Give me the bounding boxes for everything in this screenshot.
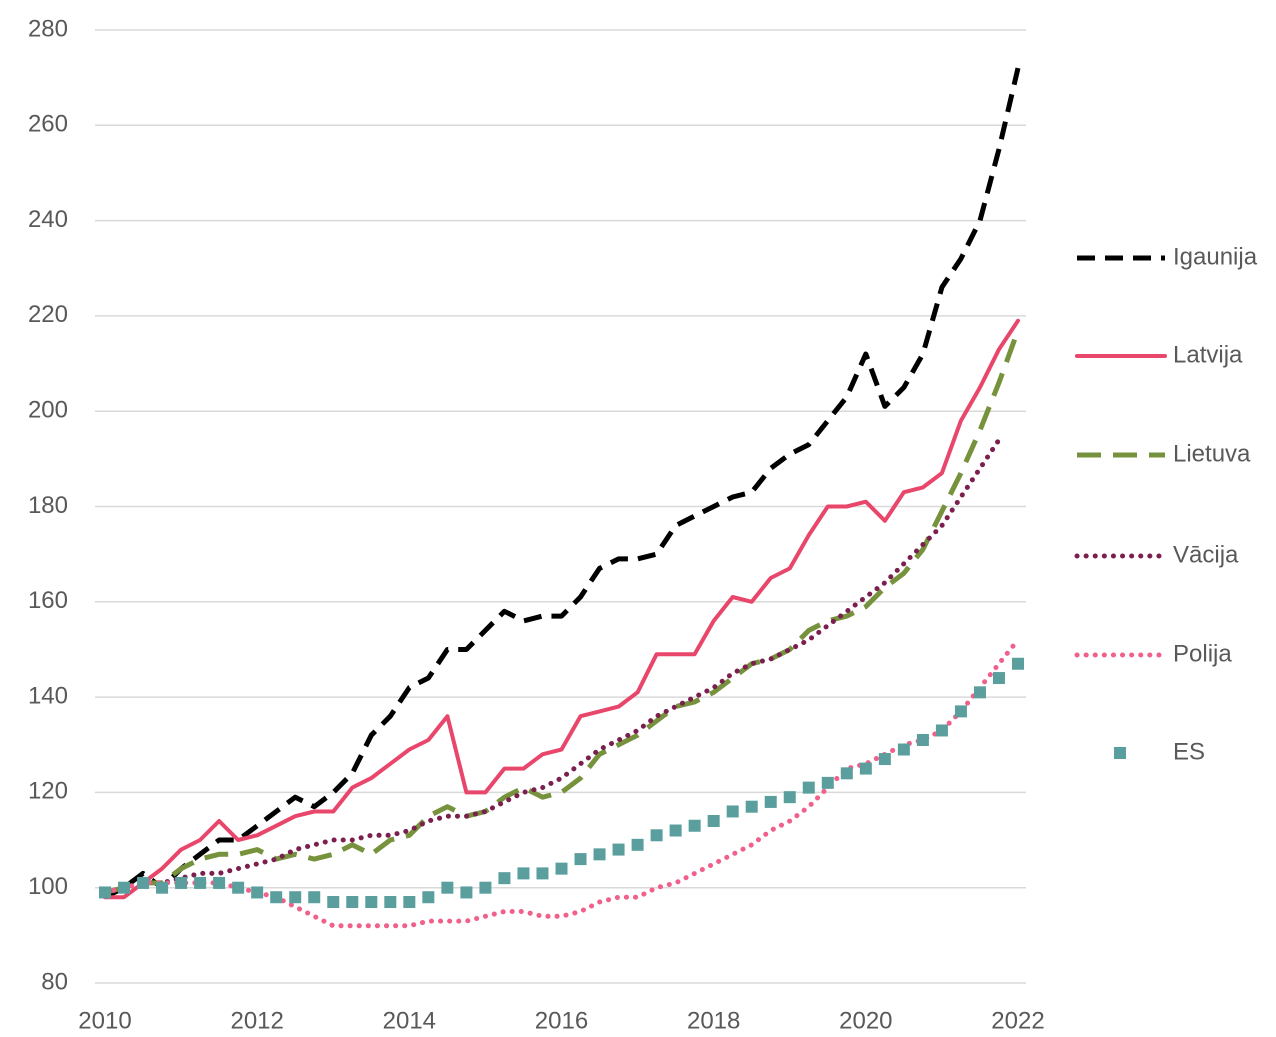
y-tick-label: 220	[28, 301, 68, 328]
y-tick-label: 160	[28, 587, 68, 614]
marker	[1012, 657, 1024, 670]
x-tick-label: 2020	[839, 1007, 892, 1034]
legend-label: Vācija	[1173, 541, 1239, 568]
marker	[289, 891, 302, 904]
marker	[137, 876, 150, 889]
marker	[232, 881, 245, 894]
marker	[498, 872, 511, 885]
marker	[118, 881, 131, 894]
marker	[593, 848, 606, 861]
marker	[99, 886, 111, 899]
y-tick-label: 260	[28, 111, 68, 138]
marker	[346, 895, 359, 908]
marker	[365, 895, 378, 908]
legend-label: Latvija	[1173, 341, 1243, 368]
marker	[935, 724, 948, 737]
series-line	[104, 329, 1021, 895]
x-tick-label: 2012	[230, 1007, 283, 1034]
legend-label: Lietuva	[1173, 440, 1251, 467]
marker	[194, 876, 207, 889]
marker	[650, 829, 663, 842]
legend-label: Polija	[1173, 640, 1232, 667]
x-tick-label: 2014	[383, 1007, 436, 1034]
y-tick-label: 180	[28, 492, 68, 519]
marker	[384, 895, 397, 908]
marker	[156, 881, 169, 894]
series-line	[102, 437, 1002, 895]
marker	[479, 881, 492, 894]
legend-marker	[1114, 747, 1126, 759]
marker	[783, 791, 796, 804]
marker	[251, 886, 264, 899]
marker	[707, 814, 720, 827]
x-tick-label: 2016	[535, 1007, 588, 1034]
marker	[916, 733, 929, 746]
y-tick-label: 80	[41, 968, 68, 995]
series-line	[103, 67, 1021, 900]
marker	[669, 824, 682, 837]
marker	[403, 895, 416, 908]
y-tick-label: 280	[28, 15, 68, 42]
y-tick-label: 140	[28, 682, 68, 709]
x-tick-label: 2010	[78, 1007, 131, 1034]
marker	[726, 805, 739, 818]
marker	[213, 876, 226, 889]
marker	[327, 895, 340, 908]
marker	[441, 881, 454, 894]
x-tick-label: 2018	[687, 1007, 740, 1034]
marker	[745, 800, 758, 813]
x-tick-label: 2022	[991, 1007, 1044, 1034]
marker	[897, 743, 910, 756]
marker	[878, 753, 891, 766]
marker	[764, 795, 777, 808]
legend-label: Igaunija	[1173, 243, 1258, 270]
marker	[802, 781, 815, 794]
marker	[631, 838, 644, 851]
y-tick-label: 120	[28, 778, 68, 805]
marker	[612, 843, 625, 856]
legend-label: ES	[1173, 738, 1205, 765]
marker	[175, 876, 188, 889]
marker	[840, 767, 853, 780]
marker	[270, 891, 283, 904]
marker	[954, 705, 967, 718]
marker	[536, 867, 549, 880]
marker	[574, 853, 587, 866]
marker	[422, 891, 435, 904]
y-tick-label: 100	[28, 873, 68, 900]
series-line	[103, 318, 1020, 900]
y-tick-label: 240	[28, 206, 68, 233]
marker	[973, 686, 986, 699]
marker	[555, 862, 568, 875]
marker	[688, 819, 701, 832]
y-tick-label: 200	[28, 397, 68, 424]
marker	[859, 762, 872, 775]
marker	[460, 886, 473, 899]
marker	[517, 867, 530, 880]
marker	[821, 776, 834, 789]
marker	[992, 672, 1005, 685]
marker	[308, 891, 321, 904]
